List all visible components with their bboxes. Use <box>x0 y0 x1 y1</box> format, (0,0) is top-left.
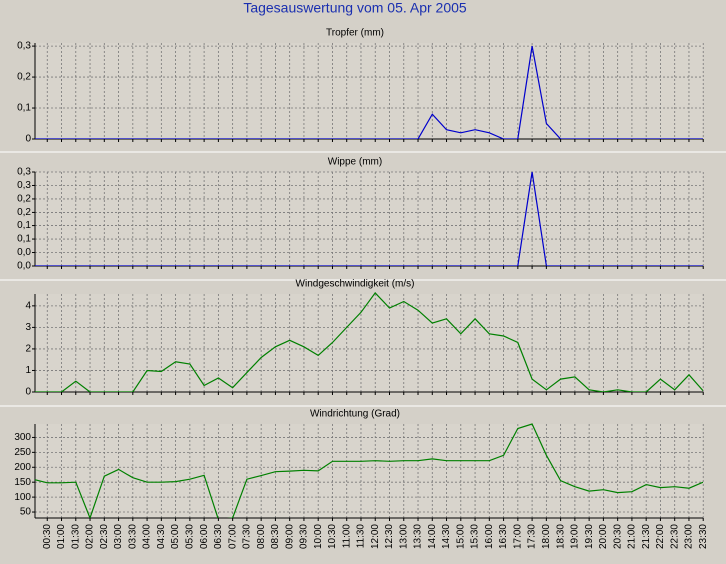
y-tick-label: 150 <box>14 477 31 488</box>
x-tick-label: 10:00 <box>313 524 324 549</box>
chart-title: Windgeschwindigkeit (m/s) <box>296 279 415 290</box>
y-tick-label: 0,0 <box>17 247 31 258</box>
chart-title: Wippe (mm) <box>328 157 382 168</box>
x-tick-label: 11:00 <box>341 524 352 549</box>
x-tick-label: 01:00 <box>56 524 67 549</box>
chart-title: Windrichtung (Grad) <box>310 409 400 420</box>
y-tick-label: 4 <box>25 300 31 311</box>
y-tick-label: 2 <box>25 344 31 355</box>
x-tick-label: 15:00 <box>455 524 466 549</box>
y-tick-label: 0,1 <box>17 103 31 114</box>
x-tick-label: 09:00 <box>284 524 295 549</box>
x-tick-label: 12:30 <box>384 524 395 549</box>
plot-area <box>35 43 703 139</box>
y-tick-label: 1 <box>25 365 31 376</box>
plot-area <box>35 294 703 392</box>
y-tick-label: 0,1 <box>17 234 31 245</box>
x-tick-label: 17:00 <box>512 524 523 549</box>
x-tick-label: 14:00 <box>427 524 438 549</box>
x-tick-label: 04:30 <box>156 524 167 549</box>
x-tick-label: 20:00 <box>598 524 609 549</box>
plot-area <box>35 172 703 266</box>
x-tick-label: 12:00 <box>370 524 381 549</box>
x-tick-label: 22:00 <box>655 524 666 549</box>
y-tick-label: 50 <box>20 507 32 518</box>
x-tick-label: 17:30 <box>527 524 538 549</box>
x-tick-label: 10:30 <box>327 524 338 549</box>
y-tick-label: 0,2 <box>17 72 31 83</box>
x-tick-label: 05:00 <box>170 524 181 549</box>
x-tick-label: 05:30 <box>185 524 196 549</box>
x-tick-label: 02:30 <box>99 524 110 549</box>
x-tick-label: 23:30 <box>698 524 709 549</box>
data-line <box>35 292 703 392</box>
x-tick-label: 19:30 <box>584 524 595 549</box>
x-tick-label: 07:30 <box>242 524 253 549</box>
x-tick-label: 21:30 <box>641 524 652 549</box>
y-tick-label: 0,3 <box>17 180 31 191</box>
x-tick-label: 06:00 <box>199 524 210 549</box>
y-tick-label: 3 <box>25 322 31 333</box>
page-title: Tagesauswertung vom 05. Apr 2005 <box>243 0 467 16</box>
x-tick-label: 07:00 <box>227 524 238 549</box>
y-tick-label: 0,3 <box>17 167 31 178</box>
x-tick-label: 21:00 <box>627 524 638 549</box>
x-tick-label: 00:30 <box>42 524 53 549</box>
x-tick-label: 22:30 <box>669 524 680 549</box>
y-tick-label: 100 <box>14 492 31 503</box>
y-tick-label: 0,3 <box>17 41 31 52</box>
x-tick-label: 14:30 <box>441 524 452 549</box>
y-tick-label: 0,2 <box>17 207 31 218</box>
x-tick-label: 19:00 <box>570 524 581 549</box>
y-tick-label: 200 <box>14 462 31 473</box>
x-tick-label: 16:30 <box>498 524 509 549</box>
y-tick-label: 0,2 <box>17 194 31 205</box>
y-tick-label: 0,0 <box>17 261 31 272</box>
x-tick-label: 08:00 <box>256 524 267 549</box>
x-tick-label: 23:00 <box>684 524 695 549</box>
x-tick-label: 02:00 <box>85 524 96 549</box>
data-line <box>35 423 703 518</box>
x-tick-label: 20:30 <box>612 524 623 549</box>
x-tick-label: 03:30 <box>127 524 138 549</box>
y-tick-label: 250 <box>14 447 31 458</box>
y-tick-label: 0 <box>25 387 31 398</box>
x-tick-label: 16:00 <box>484 524 495 549</box>
x-tick-label: 13:00 <box>398 524 409 549</box>
x-tick-label: 11:30 <box>356 524 367 549</box>
chart-title: Tropfer (mm) <box>326 28 384 39</box>
x-tick-label: 04:00 <box>142 524 153 549</box>
plot-area <box>35 424 703 518</box>
y-tick-label: 300 <box>14 432 31 443</box>
y-tick-label: 0 <box>25 134 31 145</box>
x-tick-label: 03:00 <box>113 524 124 549</box>
x-tick-label: 06:30 <box>213 524 224 549</box>
x-tick-label: 09:30 <box>299 524 310 549</box>
x-tick-label: 15:30 <box>470 524 481 549</box>
x-tick-label: 18:30 <box>555 524 566 549</box>
x-tick-label: 08:30 <box>270 524 281 549</box>
x-tick-label: 01:30 <box>70 524 81 549</box>
x-tick-label: 13:30 <box>413 524 424 549</box>
y-tick-label: 0,1 <box>17 220 31 231</box>
x-tick-label: 18:00 <box>541 524 552 549</box>
